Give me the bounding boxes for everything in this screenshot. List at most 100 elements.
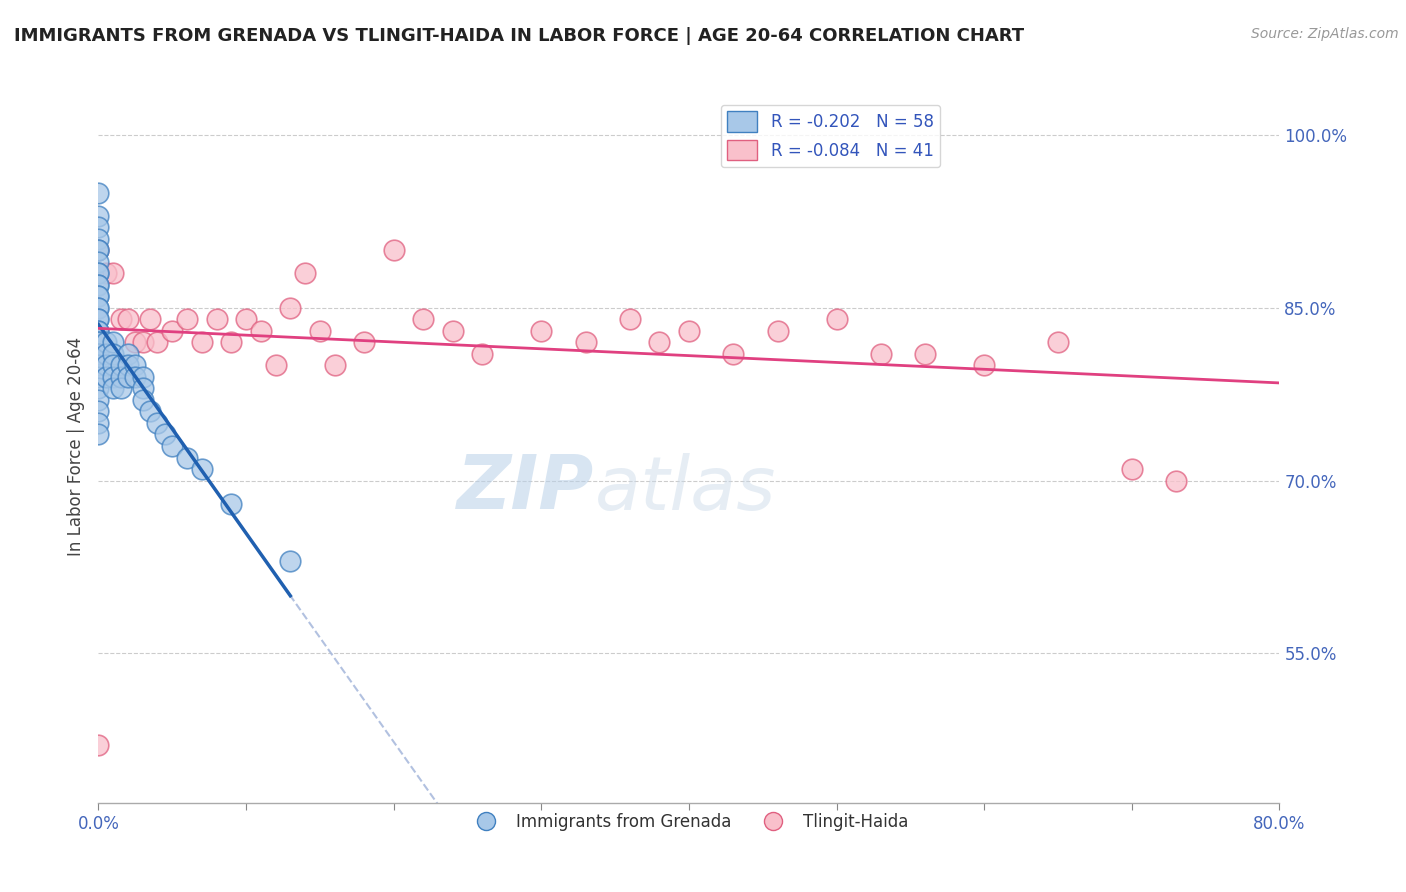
Point [471, 347, 494, 361]
Point [117, 347, 139, 361]
Point [648, 335, 671, 350]
Point [94, 359, 117, 373]
Point [250, 324, 273, 338]
Point [94, 370, 117, 384]
Point [191, 335, 214, 350]
Point [103, 359, 125, 373]
Point [87, 416, 110, 430]
Point [162, 439, 183, 453]
Point [87, 347, 110, 361]
Point [87, 209, 110, 223]
Point [124, 335, 146, 350]
Point [575, 335, 598, 350]
Point [530, 324, 553, 338]
Point [870, 347, 893, 361]
Point [412, 312, 434, 326]
Point [191, 462, 214, 476]
Point [323, 359, 346, 373]
Point [87, 381, 110, 395]
Point [162, 324, 183, 338]
Point [94, 347, 117, 361]
Point [87, 359, 110, 373]
Point [1166, 474, 1188, 488]
Point [221, 335, 243, 350]
Point [87, 427, 110, 442]
Point [117, 312, 139, 326]
Point [441, 324, 464, 338]
Point [94, 335, 117, 350]
Point [110, 359, 132, 373]
Point [678, 324, 700, 338]
Point [103, 381, 125, 395]
Point [132, 392, 155, 407]
Point [87, 266, 110, 280]
Text: Source: ZipAtlas.com: Source: ZipAtlas.com [1251, 27, 1399, 41]
Point [264, 359, 287, 373]
Point [103, 370, 125, 384]
Point [87, 301, 110, 315]
Point [124, 359, 146, 373]
Point [124, 370, 146, 384]
Point [87, 220, 110, 235]
Point [146, 335, 169, 350]
Point [132, 335, 155, 350]
Point [87, 312, 110, 326]
Text: atlas: atlas [595, 453, 776, 524]
Point [280, 301, 302, 315]
Point [87, 244, 110, 258]
Y-axis label: In Labor Force | Age 20-64: In Labor Force | Age 20-64 [66, 336, 84, 556]
Point [87, 244, 110, 258]
Point [110, 312, 132, 326]
Point [353, 335, 375, 350]
Point [205, 312, 228, 326]
Point [382, 244, 405, 258]
Point [87, 347, 110, 361]
Point [87, 324, 110, 338]
Point [235, 312, 257, 326]
Point [146, 416, 169, 430]
Point [221, 497, 243, 511]
Point [176, 450, 198, 465]
Point [87, 392, 110, 407]
Point [87, 289, 110, 303]
Legend: Immigrants from Grenada, Tlingit-Haida: Immigrants from Grenada, Tlingit-Haida [463, 806, 915, 838]
Point [87, 289, 110, 303]
Point [94, 266, 117, 280]
Point [723, 347, 745, 361]
Point [766, 324, 789, 338]
Point [87, 277, 110, 292]
Point [110, 381, 132, 395]
Point [87, 244, 110, 258]
Point [132, 370, 155, 384]
Point [914, 347, 936, 361]
Point [87, 324, 110, 338]
Point [1046, 335, 1070, 350]
Point [619, 312, 641, 326]
Point [87, 370, 110, 384]
Point [87, 335, 110, 350]
Point [87, 738, 110, 752]
Point [294, 266, 316, 280]
Point [1121, 462, 1143, 476]
Point [117, 370, 139, 384]
Text: ZIP: ZIP [457, 452, 595, 525]
Point [825, 312, 848, 326]
Point [280, 554, 302, 568]
Point [87, 255, 110, 269]
Point [87, 312, 110, 326]
Point [103, 347, 125, 361]
Point [132, 381, 155, 395]
Point [117, 359, 139, 373]
Point [87, 277, 110, 292]
Point [87, 404, 110, 418]
Point [153, 427, 176, 442]
Point [176, 312, 198, 326]
Point [87, 335, 110, 350]
Point [139, 404, 162, 418]
Point [110, 370, 132, 384]
Point [973, 359, 995, 373]
Point [103, 266, 125, 280]
Point [309, 324, 332, 338]
Text: IMMIGRANTS FROM GRENADA VS TLINGIT-HAIDA IN LABOR FORCE | AGE 20-64 CORRELATION : IMMIGRANTS FROM GRENADA VS TLINGIT-HAIDA… [14, 27, 1024, 45]
Point [87, 232, 110, 246]
